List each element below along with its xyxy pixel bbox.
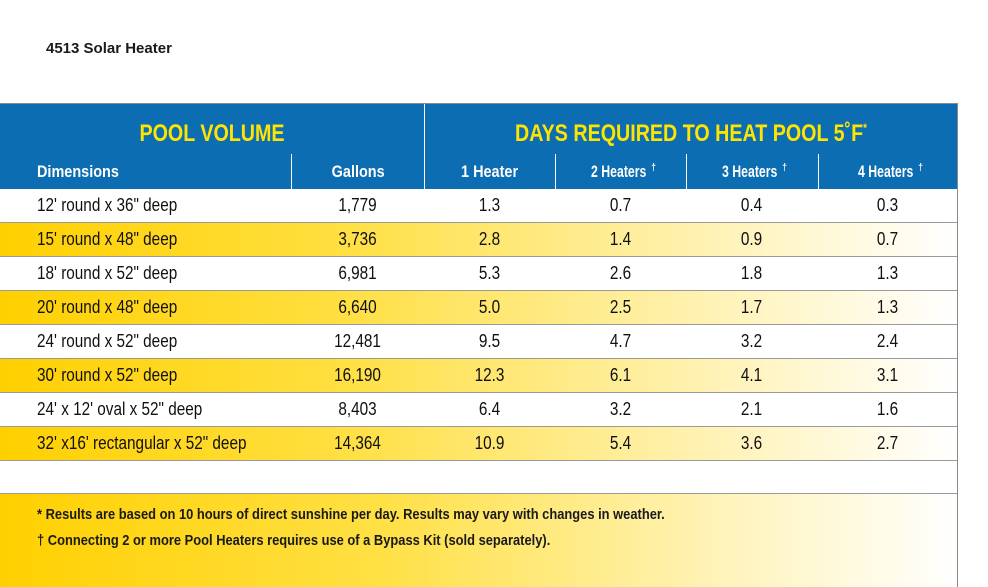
- cell-dimensions: 12' round x 36" deep: [37, 195, 178, 215]
- footnote-sunshine: * Results are based on 10 hours of direc…: [37, 506, 665, 523]
- cell-gallons: 6,640: [338, 297, 377, 317]
- header-divider: [424, 104, 425, 154]
- document-title: 4513 Solar Heater: [46, 40, 172, 57]
- cell-2-heaters: 5.4: [609, 433, 632, 453]
- table-row: 12' round x 36" deep 1,779 1.3 0.7 0.4 0.3: [0, 189, 957, 223]
- cell-1-heater: 5.0: [478, 297, 501, 317]
- cell-3-heaters: 0.4: [741, 195, 763, 215]
- cell-dimensions: 20' round x 48" deep: [37, 297, 178, 317]
- group-header-row: POOL VOLUME DAYS REQUIRED TO HEAT POOL 5…: [0, 104, 957, 154]
- column-header-1-heater: 1 Heater: [424, 154, 555, 189]
- cell-3-heaters: 4.1: [741, 365, 763, 385]
- cell-3-heaters: 1.8: [741, 263, 763, 283]
- column-header-gallons: Gallons: [291, 154, 424, 189]
- cell-1-heater: 2.8: [478, 229, 501, 249]
- cell-gallons: 14,364: [334, 433, 381, 453]
- table-row: 24' round x 52" deep 12,481 9.5 4.7 3.2 2.4: [0, 325, 957, 359]
- cell-1-heater: 1.3: [478, 195, 501, 215]
- cell-1-heater: 9.5: [478, 331, 501, 351]
- cell-4-heaters: 1.3: [876, 297, 899, 317]
- cell-2-heaters: 6.1: [609, 365, 632, 385]
- column-header-3-heaters: 3 Heaters †: [686, 154, 818, 189]
- cell-4-heaters: 1.3: [876, 263, 899, 283]
- cell-2-heaters: 4.7: [609, 331, 632, 351]
- column-header-4-heaters: 4 Heaters †: [818, 154, 957, 189]
- table-row: 30' round x 52" deep 16,190 12.3 6.1 4.1 3.1: [0, 359, 957, 393]
- cell-1-heater: 12.3: [474, 365, 505, 385]
- cell-1-heater: 10.9: [474, 433, 505, 453]
- table-row: 15' round x 48" deep 3,736 2.8 1.4 0.9 0.7: [0, 223, 957, 257]
- cell-gallons: 1,779: [338, 195, 377, 215]
- cell-2-heaters: 2.5: [609, 297, 632, 317]
- pool-volume-header: POOL VOLUME: [139, 120, 285, 147]
- footnote-bypass-kit: † Connecting 2 or more Pool Heaters requ…: [37, 532, 551, 549]
- cell-1-heater: 6.4: [478, 399, 501, 419]
- table-row: 24' x 12' oval x 52" deep 8,403 6.4 3.2 2.1 1…: [0, 393, 957, 427]
- footnotes: * Results are based on 10 hours of direc…: [0, 494, 957, 587]
- cell-gallons: 12,481: [334, 331, 381, 351]
- heater-table: POOL VOLUME DAYS REQUIRED TO HEAT POOL 5…: [0, 103, 958, 587]
- cell-2-heaters: 3.2: [609, 399, 632, 419]
- cell-2-heaters: 2.6: [609, 263, 632, 283]
- cell-dimensions: 32' x16' rectangular x 52" deep: [37, 433, 247, 453]
- column-header-2-heaters: 2 Heaters †: [555, 154, 686, 189]
- cell-gallons: 6,981: [338, 263, 377, 283]
- cell-3-heaters: 0.9: [741, 229, 763, 249]
- cell-3-heaters: 2.1: [741, 399, 763, 419]
- cell-4-heaters: 2.4: [876, 331, 899, 351]
- cell-4-heaters: 3.1: [876, 365, 899, 385]
- cell-gallons: 8,403: [338, 399, 377, 419]
- days-required-footnote-mark: *: [863, 121, 867, 135]
- table-row: 20' round x 48" deep 6,640 5.0 2.5 1.7 1.3: [0, 291, 957, 325]
- cell-4-heaters: 1.6: [876, 399, 899, 419]
- table-row: 18' round x 52" deep 6,981 5.3 2.6 1.8 1.3: [0, 257, 957, 291]
- cell-3-heaters: 3.6: [741, 433, 763, 453]
- cell-2-heaters: 0.7: [609, 195, 632, 215]
- cell-1-heater: 5.3: [478, 263, 501, 283]
- cell-3-heaters: 1.7: [741, 297, 763, 317]
- cell-dimensions: 24' round x 52" deep: [37, 331, 178, 351]
- cell-dimensions: 30' round x 52" deep: [37, 365, 178, 385]
- cell-dimensions: 15' round x 48" deep: [37, 229, 178, 249]
- cell-gallons: 16,190: [334, 365, 381, 385]
- cell-4-heaters: 0.3: [876, 195, 899, 215]
- days-required-label: DAYS REQUIRED TO HEAT POOL 5˚F: [515, 120, 864, 147]
- cell-dimensions: 24' x 12' oval x 52" deep: [37, 399, 203, 419]
- cell-gallons: 3,736: [338, 229, 377, 249]
- days-required-header: DAYS REQUIRED TO HEAT POOL 5˚F*: [473, 104, 909, 154]
- cell-4-heaters: 2.7: [876, 433, 899, 453]
- column-header-row: Dimensions Gallons 1 Heater 2 Heaters † 3…: [0, 154, 957, 189]
- cell-4-heaters: 0.7: [876, 229, 899, 249]
- cell-dimensions: 18' round x 52" deep: [37, 263, 178, 283]
- table-row: 32' x16' rectangular x 52" deep 14,364 10.…: [0, 427, 957, 461]
- empty-row: [0, 461, 957, 494]
- cell-2-heaters: 1.4: [609, 229, 632, 249]
- cell-3-heaters: 3.2: [741, 331, 763, 351]
- column-header-dimensions: Dimensions: [37, 161, 119, 181]
